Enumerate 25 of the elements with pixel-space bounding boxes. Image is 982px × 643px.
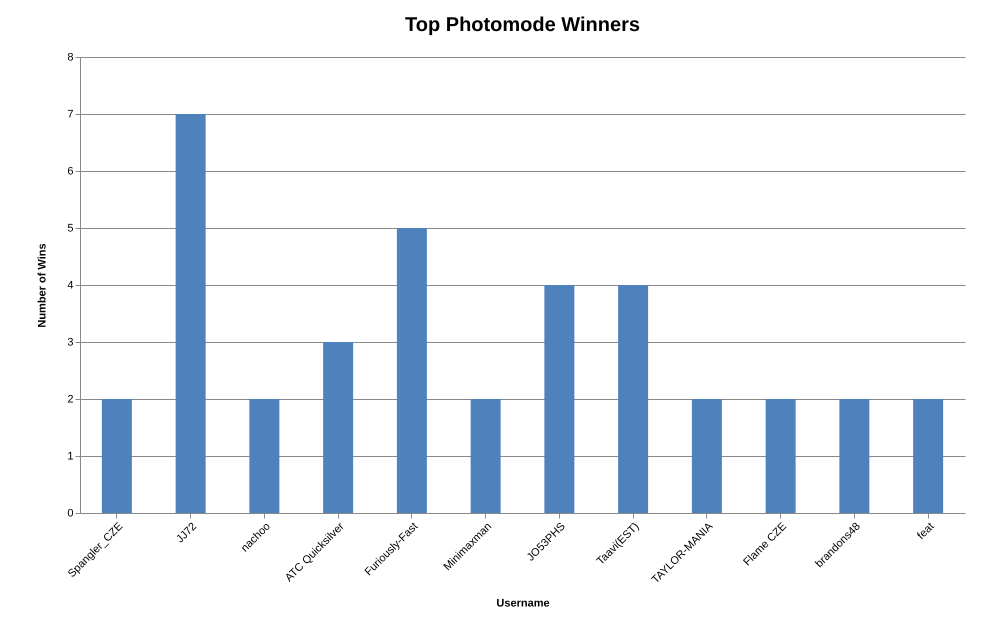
y-tick-label: 8 (67, 52, 74, 64)
x-tick-label: feat (915, 520, 937, 542)
bar (766, 399, 796, 513)
bar (839, 399, 870, 513)
y-axis-title: Number of Wins (36, 243, 48, 328)
y-tick-label: 6 (67, 166, 74, 178)
y-tick-label: 1 (67, 450, 74, 462)
bar (249, 399, 280, 513)
bar (913, 399, 944, 513)
y-tick-label: 0 (67, 508, 74, 520)
y-tick-label: 3 (67, 336, 74, 348)
y-tick-label: 5 (67, 222, 74, 234)
bar (692, 399, 722, 513)
bar (470, 399, 501, 513)
bar (396, 228, 427, 513)
y-tick-label: 7 (67, 108, 74, 120)
bar (176, 114, 206, 513)
bar (323, 342, 354, 513)
bar (544, 285, 574, 513)
y-tick-label: 2 (67, 394, 74, 406)
bar (618, 285, 648, 513)
x-axis-title: Username (496, 597, 550, 610)
chart-title: Top Photomode Winners (405, 14, 640, 36)
bar (102, 399, 132, 513)
y-tick-label: 4 (67, 280, 74, 292)
